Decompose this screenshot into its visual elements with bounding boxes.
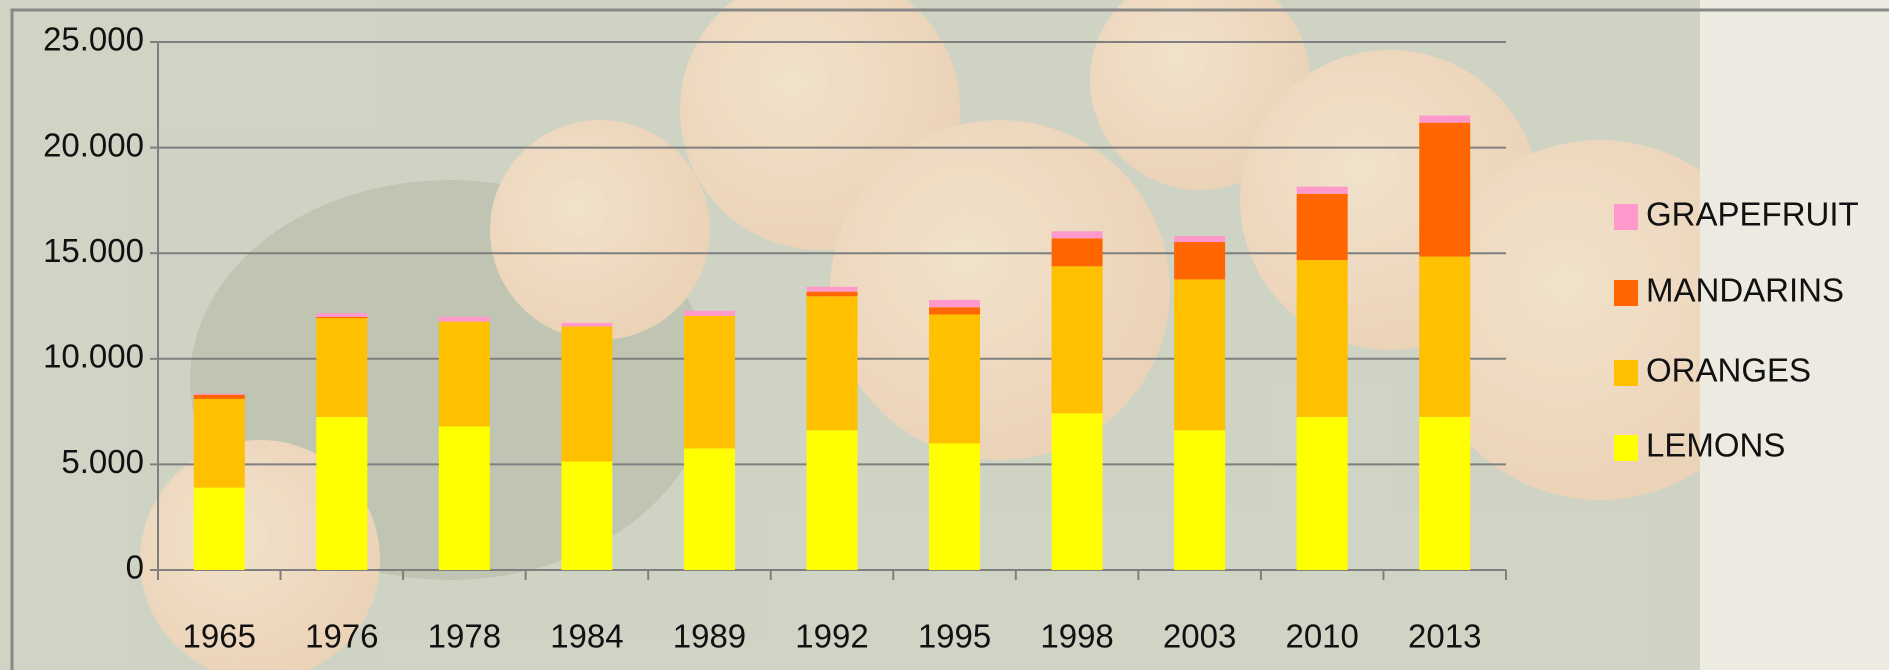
bar-segment: [316, 313, 367, 317]
x-tick-label: 1976: [305, 618, 378, 655]
bar-segment: [929, 300, 980, 307]
bar-segment: [316, 318, 367, 417]
bar-segment: [684, 316, 735, 449]
x-tick-label: 1965: [183, 618, 256, 655]
x-tick-label: 2003: [1163, 618, 1236, 655]
bar-segment: [807, 296, 858, 430]
bar-segment: [1419, 417, 1470, 570]
bar-segment: [439, 317, 490, 322]
legend-swatch: [1614, 360, 1638, 386]
bar-segment: [684, 311, 735, 316]
bar-segment: [1052, 231, 1103, 238]
bar-segment: [194, 395, 245, 399]
y-tick-label: 15.000: [43, 232, 144, 269]
x-tick-label: 1989: [673, 618, 746, 655]
legend-label: LEMONS: [1646, 427, 1785, 464]
chart: 0 5.000 10.000 15.000 20.000 25.000 1965 1976 19…: [0, 0, 1889, 670]
x-tick-label: 1992: [795, 618, 868, 655]
bar-segment: [1297, 260, 1348, 417]
bar-segment: [1052, 238, 1103, 266]
bar-segment: [929, 307, 980, 314]
legend-swatch: [1614, 280, 1638, 306]
x-tick-label: 2010: [1285, 618, 1358, 655]
x-tick-label: 1995: [918, 618, 991, 655]
bar-segment: [561, 461, 612, 570]
bar-segment: [807, 287, 858, 292]
bar-segment: [1419, 257, 1470, 417]
x-tick-label: 1998: [1040, 618, 1113, 655]
bar-segment: [1297, 187, 1348, 194]
bar-segment: [1174, 279, 1225, 430]
legend-label: GRAPEFRUIT: [1646, 196, 1859, 233]
bar-segment: [561, 326, 612, 461]
bar-segment: [807, 292, 858, 297]
bar-segment: [1419, 115, 1470, 122]
bar-segment: [194, 394, 245, 395]
bar-segment: [439, 426, 490, 570]
x-tick-label: 1984: [550, 618, 623, 655]
bar-segment: [1052, 413, 1103, 570]
bar-segment: [1174, 242, 1225, 279]
legend-label: ORANGES: [1646, 352, 1811, 389]
bar-segment: [439, 322, 490, 427]
bar-segment: [561, 323, 612, 327]
y-tick-label: 5.000: [61, 443, 144, 480]
bar-segment: [316, 317, 367, 318]
bar-segment: [194, 488, 245, 570]
bar-segment: [1174, 236, 1225, 242]
bar-segment: [1297, 194, 1348, 260]
bar-segment: [684, 448, 735, 570]
y-tick-label: 10.000: [43, 338, 144, 375]
y-tick-label: 20.000: [43, 126, 144, 163]
y-tick-label: 25.000: [43, 21, 144, 58]
legend-swatch: [1614, 435, 1638, 461]
bar-segment: [194, 399, 245, 488]
bar-segment: [1297, 417, 1348, 570]
bar-segment: [929, 443, 980, 570]
legend-label: MANDARINS: [1646, 272, 1844, 309]
legend-swatch: [1614, 204, 1638, 230]
y-tick-label: 0: [126, 549, 144, 586]
bar-segment: [1419, 123, 1470, 257]
bar-segment: [807, 430, 858, 570]
bar-segment: [1052, 266, 1103, 413]
x-tick-label: 2013: [1408, 618, 1481, 655]
x-tick-label: 1978: [428, 618, 501, 655]
bar-segment: [1174, 430, 1225, 570]
bar-segment: [929, 314, 980, 443]
bar-segment: [316, 417, 367, 570]
